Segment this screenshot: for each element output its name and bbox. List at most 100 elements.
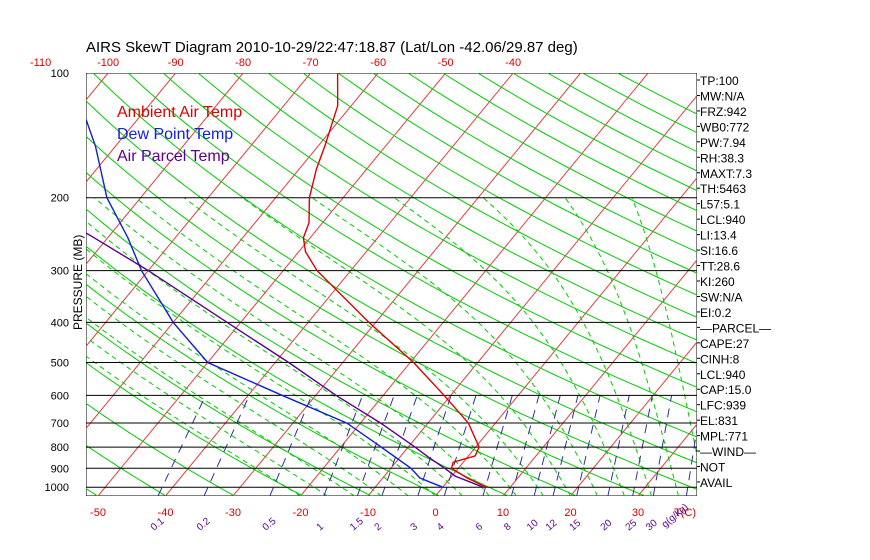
dry-adiabat bbox=[337, 73, 697, 274]
pressure-tick-label: 500 bbox=[51, 358, 69, 370]
legend-ambient-air-temp: Ambient Air Temp bbox=[117, 104, 242, 121]
moist-adiabat bbox=[86, 336, 328, 496]
moist-adiabat bbox=[482, 197, 652, 496]
mixing-ratio-line bbox=[381, 395, 418, 496]
mixing-ratio-line bbox=[269, 395, 313, 496]
index-label: RH:38.3 bbox=[700, 151, 744, 165]
index-label: EL:831 bbox=[700, 414, 738, 428]
dry-adiabat bbox=[86, 402, 235, 496]
mixing-ratio-line bbox=[552, 395, 579, 496]
top-temp-tick-label: -100 bbox=[97, 57, 119, 69]
mixing-ratio-line bbox=[157, 395, 207, 496]
isotherm-line bbox=[86, 73, 177, 183]
pressure-tick-label: 700 bbox=[51, 418, 69, 430]
index-label: MW:N/A bbox=[700, 89, 744, 103]
index-label: FRZ:942 bbox=[700, 105, 747, 119]
index-label: NOT bbox=[700, 461, 726, 475]
pressure-tick-label: 800 bbox=[51, 442, 69, 454]
bottom-temp-tick-label: -30 bbox=[225, 507, 241, 519]
top-temp-tick-label: -70 bbox=[303, 57, 319, 69]
dry-adiabat bbox=[197, 73, 697, 364]
legend-dew-point-temp: Dew Point Temp bbox=[117, 126, 233, 143]
top-temp-tick-label: -80 bbox=[235, 57, 251, 69]
isotherm-line bbox=[367, 94, 697, 496]
mixing-ratio-line bbox=[482, 395, 513, 496]
index-label: LCL:940 bbox=[700, 368, 746, 382]
mixing-ratio-tick-label: 6 bbox=[474, 521, 486, 533]
mixing-ratio-line bbox=[533, 395, 561, 496]
index-label: SW:N/A bbox=[700, 290, 742, 304]
bottom-temp-tick-label: 0 bbox=[432, 507, 438, 519]
mixing-ratio-tick-label: 25 bbox=[624, 517, 640, 533]
index-label: SI:16.6 bbox=[700, 244, 738, 258]
pressure-tick-label: 200 bbox=[51, 193, 69, 205]
bottom-temp-tick-label: 20 bbox=[564, 507, 576, 519]
legend-air-parcel-temp: Air Parcel Temp bbox=[117, 148, 230, 165]
top-temp-tick-label: -90 bbox=[168, 57, 184, 69]
moist-adiabat bbox=[86, 295, 382, 496]
isotherm-line bbox=[86, 73, 379, 430]
dry-adiabat bbox=[267, 73, 697, 318]
moist-adiabat bbox=[86, 220, 463, 496]
mixing-ratio-line bbox=[203, 395, 250, 496]
isotherm-line bbox=[637, 423, 697, 496]
dry-adiabat bbox=[86, 171, 646, 496]
temperature-profile-line bbox=[302, 73, 487, 488]
bottom-temp-tick-label: -50 bbox=[90, 507, 106, 519]
mixing-ratio-tick-label: 8 bbox=[502, 521, 514, 533]
index-label: CAPE:27 bbox=[700, 337, 750, 351]
moist-adiabat bbox=[564, 197, 679, 496]
bottom-temp-tick-label: 10 bbox=[497, 507, 509, 519]
dry-adiabat bbox=[0, 73, 29, 496]
index-label: TT:28.6 bbox=[700, 260, 740, 274]
index-label: KI:260 bbox=[700, 275, 735, 289]
dry-adiabat bbox=[92, 73, 697, 438]
mixing-ratio-tick-label: 15 bbox=[568, 517, 584, 533]
mixing-ratio-tick-label: 2 bbox=[373, 521, 385, 533]
dry-adiabat bbox=[86, 444, 167, 496]
pressure-tick-label: 300 bbox=[51, 266, 69, 278]
pressure-tick-label: 900 bbox=[51, 463, 69, 475]
index-label: CINH:8 bbox=[700, 352, 740, 366]
dry-adiabat bbox=[512, 73, 697, 172]
index-label: TP:100 bbox=[700, 74, 739, 88]
moist-adiabat bbox=[86, 355, 301, 496]
moist-adiabat bbox=[86, 273, 409, 496]
isotherm-line bbox=[570, 341, 697, 496]
index-label: LI:13.4 bbox=[700, 229, 737, 243]
pressure-tick-label: 1000 bbox=[45, 482, 69, 494]
mixing-ratio-line bbox=[607, 395, 630, 496]
moist-adiabat bbox=[86, 248, 436, 496]
dry-adiabat bbox=[442, 73, 697, 212]
mixing-ratio-line bbox=[443, 395, 477, 496]
mixing-ratio-line bbox=[576, 395, 601, 496]
mixing-ratio-line bbox=[652, 395, 673, 496]
mixing-ratio-tick-label: 30 bbox=[644, 517, 660, 533]
dry-adiabat bbox=[86, 208, 577, 496]
index-label: LFC:939 bbox=[700, 399, 746, 413]
mixing-ratio-tick-label: 0.2 bbox=[195, 516, 213, 534]
index-label: —WIND— bbox=[700, 445, 756, 459]
dry-adiabat bbox=[302, 73, 697, 296]
top-temp-tick-label: -40 bbox=[505, 57, 521, 69]
mixing-ratio-tick-label: 12 bbox=[544, 517, 560, 533]
isotherm-line bbox=[435, 177, 697, 496]
top-temp-tick-label: -110 bbox=[30, 57, 51, 69]
moist-adiabat bbox=[135, 197, 517, 496]
isotherm-line bbox=[0, 73, 41, 496]
pressure-tick-label: 600 bbox=[51, 390, 69, 402]
mixing-ratio-tick-label: 1 bbox=[315, 521, 327, 533]
mixing-ratio-line bbox=[685, 426, 697, 496]
bottom-temp-tick-label: -40 bbox=[158, 507, 174, 519]
index-label: MPL:771 bbox=[700, 430, 748, 444]
isotherm-line bbox=[165, 73, 514, 496]
moist-adiabat bbox=[94, 197, 490, 496]
mixing-ratio-tick-label: 3 bbox=[409, 521, 421, 533]
mixing-ratio-tick-label: 0.5 bbox=[261, 516, 279, 534]
mixing-ratio-tick-label: 20 bbox=[599, 517, 615, 533]
top-temp-tick-label: -60 bbox=[370, 57, 386, 69]
index-label: PW:7.94 bbox=[700, 136, 746, 150]
dry-adiabat bbox=[127, 73, 697, 413]
index-label: MAXT:7.3 bbox=[700, 167, 752, 181]
isotherm-line bbox=[232, 73, 582, 496]
